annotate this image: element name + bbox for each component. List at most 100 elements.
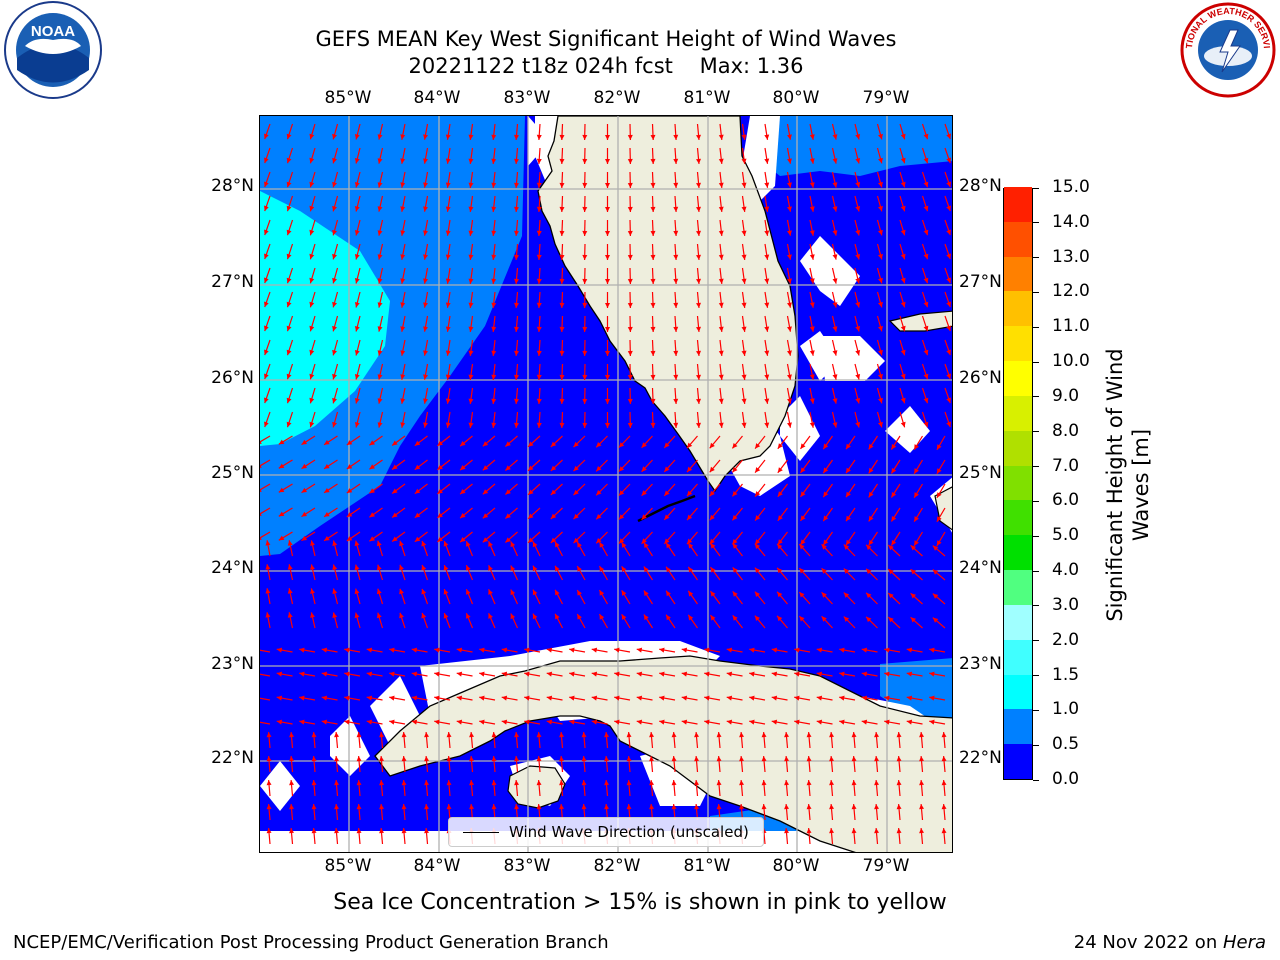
wave-arrowhead bbox=[650, 398, 656, 404]
lat-label-left: 27°N bbox=[211, 272, 254, 292]
wave-arrowhead bbox=[718, 182, 724, 188]
wave-arrowhead bbox=[260, 512, 262, 516]
wave-arrowhead bbox=[832, 374, 838, 380]
wave-arrowhead bbox=[424, 732, 429, 738]
wave-arrowhead bbox=[900, 349, 906, 356]
wave-arrowhead bbox=[532, 613, 538, 620]
wave-arrowhead bbox=[741, 398, 747, 404]
wave-arrowhead bbox=[718, 206, 724, 212]
wave-arrowhead bbox=[855, 134, 861, 140]
wave-arrowhead bbox=[799, 544, 805, 550]
wave-arrowhead bbox=[839, 671, 845, 677]
colorbar-tick-mark bbox=[1033, 640, 1039, 642]
wave-arrowhead bbox=[577, 590, 582, 596]
wave-arrowhead bbox=[437, 488, 443, 494]
wave-arrowhead bbox=[334, 780, 339, 786]
wave-arrowhead bbox=[400, 326, 406, 332]
wave-arrowhead bbox=[946, 181, 951, 188]
wave-arrowhead bbox=[573, 537, 579, 544]
wave-arrowhead bbox=[741, 422, 747, 428]
wave-arrowhead bbox=[446, 756, 452, 762]
wave-arrowhead bbox=[301, 439, 307, 445]
wave-arrowhead bbox=[289, 780, 294, 786]
wave-arrowhead bbox=[260, 440, 262, 444]
wave-arrowhead bbox=[354, 374, 360, 380]
wave-arrowhead bbox=[696, 134, 701, 140]
land-isla-juventud bbox=[507, 765, 566, 809]
wave-arrowhead bbox=[900, 397, 906, 404]
wave-arrowhead bbox=[468, 302, 474, 308]
wave-arrowhead bbox=[434, 671, 440, 677]
wave-arrowhead bbox=[878, 301, 883, 308]
land-cuba bbox=[374, 655, 952, 852]
wave-arrowhead bbox=[649, 780, 654, 786]
wave-arrowhead bbox=[260, 536, 262, 540]
wave-arrowhead bbox=[278, 439, 285, 445]
wave-arrowhead bbox=[618, 490, 625, 496]
wave-arrowhead bbox=[696, 398, 701, 404]
wave-arrowhead bbox=[354, 398, 360, 404]
wave-arrowhead bbox=[855, 278, 861, 284]
wave-arrowhead bbox=[309, 205, 315, 212]
wave-arrowhead bbox=[400, 398, 406, 404]
wave-arrowhead bbox=[321, 647, 328, 653]
wave-arrowhead bbox=[716, 804, 722, 810]
wave-arrowhead bbox=[741, 302, 747, 308]
wave-arrowhead bbox=[514, 206, 519, 212]
colorbar-segment bbox=[1004, 395, 1032, 431]
wave-arrowhead bbox=[694, 732, 699, 738]
wave-arrowhead bbox=[832, 350, 838, 356]
lon-label-bottom: 81°W bbox=[683, 856, 731, 876]
footer-credit: NCEP/EMC/Verification Post Processing Pr… bbox=[13, 932, 609, 953]
wave-arrowhead bbox=[354, 182, 360, 188]
wave-arrowhead bbox=[787, 398, 792, 404]
wave-arrowhead bbox=[749, 647, 755, 653]
wave-arrowhead bbox=[923, 397, 929, 404]
wave-arrowhead bbox=[332, 397, 337, 404]
wave-arrowhead bbox=[559, 302, 565, 308]
wave-arrowhead bbox=[309, 301, 315, 308]
wave-arrowhead bbox=[787, 278, 792, 284]
wave-arrowhead bbox=[265, 612, 271, 618]
wave-arrowhead bbox=[787, 374, 792, 380]
wave-arrowhead bbox=[923, 133, 929, 140]
colorbar-tick-label: 0.5 bbox=[1052, 734, 1080, 755]
wave-arrowhead bbox=[627, 158, 633, 164]
wave-arrowhead bbox=[334, 756, 339, 762]
wave-arrowhead bbox=[855, 302, 861, 308]
wave-arrowhead bbox=[423, 350, 428, 356]
lon-label-bottom: 79°W bbox=[862, 856, 910, 876]
wave-arrowhead bbox=[900, 205, 906, 212]
wave-arrowhead bbox=[914, 444, 919, 450]
wave-arrowhead bbox=[423, 182, 428, 188]
wave-arrowhead bbox=[673, 278, 679, 284]
wave-arrowhead bbox=[787, 326, 792, 332]
wave-arrowhead bbox=[400, 134, 406, 140]
wave-arrowhead bbox=[764, 134, 770, 140]
wave-arrowhead bbox=[900, 373, 906, 380]
wave-arrowhead bbox=[445, 230, 451, 236]
wave-arrowhead bbox=[777, 467, 783, 473]
wave-arrowhead bbox=[505, 465, 511, 471]
wave-arrowhead bbox=[582, 374, 588, 380]
wave-arrowhead bbox=[832, 158, 838, 164]
wave-arrowhead bbox=[809, 182, 815, 188]
wave-arrowhead bbox=[310, 540, 315, 546]
wave-arrowhead bbox=[809, 158, 815, 164]
wave-arrowhead bbox=[332, 325, 337, 332]
wave-arrowhead bbox=[636, 671, 643, 677]
wave-arrowhead bbox=[929, 647, 935, 653]
wave-arrowhead bbox=[311, 732, 317, 738]
lat-label-right: 27°N bbox=[959, 272, 1002, 292]
lat-label-left: 22°N bbox=[211, 748, 254, 768]
wave-arrowhead bbox=[401, 780, 407, 786]
wave-arrowhead bbox=[354, 564, 360, 571]
wave-arrowhead bbox=[528, 489, 534, 495]
wave-arrowhead bbox=[414, 536, 421, 542]
wave-arrowhead bbox=[423, 158, 428, 164]
wave-arrowhead bbox=[906, 647, 913, 653]
wave-arrowhead bbox=[806, 780, 812, 786]
wave-arrowhead bbox=[356, 804, 362, 810]
wave-arrowhead bbox=[287, 588, 293, 594]
wave-arrowhead bbox=[673, 134, 679, 140]
